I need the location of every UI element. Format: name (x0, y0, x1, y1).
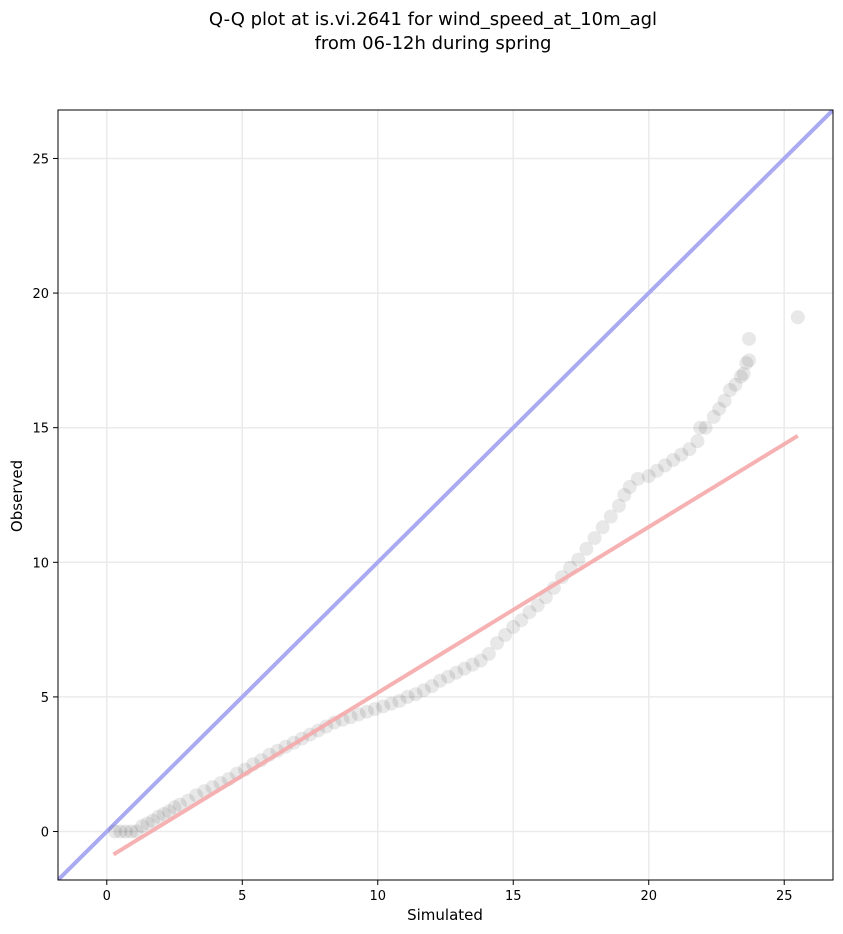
quantile-point (698, 420, 713, 435)
quantile-point (649, 463, 664, 478)
quantile-point (473, 653, 488, 668)
quantile-point (630, 471, 645, 486)
quantile-point (118, 824, 133, 839)
quantile-point (368, 702, 383, 717)
quantile-point (741, 353, 756, 368)
x-axis-label: Simulated (407, 906, 483, 924)
quantile-point (706, 409, 721, 424)
quantile-point (790, 310, 805, 325)
quantile-point (376, 699, 391, 714)
quantile-point (107, 824, 122, 839)
x-tick-label: 10 (369, 889, 386, 904)
axes-frame (57, 109, 834, 881)
y-tick-label: 25 (32, 152, 49, 167)
quantile-point (449, 665, 464, 680)
quantile-point (741, 331, 756, 346)
quantile-point (530, 598, 545, 613)
chart-title-line1: Q-Q plot at is.vi.2641 for wind_speed_at… (209, 9, 657, 30)
quantile-point (140, 816, 155, 831)
quantile-point (416, 683, 431, 698)
y-tick-label: 20 (32, 287, 49, 302)
x-tick-label: 20 (640, 889, 657, 904)
x-tick-label: 15 (505, 889, 522, 904)
quantile-point (622, 479, 637, 494)
quantile-point (441, 669, 456, 684)
y-axis-label: Observed (8, 460, 26, 532)
quantile-point (736, 366, 751, 381)
identity-line (58, 110, 833, 880)
quantile-point (465, 657, 480, 672)
quantile-point (424, 679, 439, 694)
quantile-point (400, 689, 415, 704)
quantile-point (579, 541, 594, 556)
quantile-point (167, 800, 182, 815)
plot-frame (57, 109, 834, 881)
quantile-point (457, 661, 472, 676)
quantile-point (712, 401, 727, 416)
quantile-point (172, 797, 187, 812)
y-tick-label: 0 (41, 826, 49, 841)
quantile-point (189, 788, 204, 803)
quantile-point (433, 673, 448, 688)
quantile-point (145, 813, 160, 828)
fit-line (112, 434, 799, 857)
quantile-point (693, 420, 708, 435)
y-tick-label: 10 (32, 556, 49, 571)
quantile-point (595, 520, 610, 535)
grid-lines (58, 110, 833, 880)
quantile-point (506, 619, 521, 634)
quantile-point (498, 628, 513, 642)
y-tick-label: 5 (41, 691, 49, 706)
plot-area (58, 110, 833, 880)
quantile-point (690, 434, 705, 449)
quantile-point (481, 646, 496, 661)
quantile-point (113, 824, 128, 839)
quantile-point (522, 605, 537, 620)
quantile-point (723, 383, 738, 397)
y-tick-label: 15 (32, 422, 49, 437)
quantile-point (181, 793, 196, 808)
x-tick-label: 0 (103, 889, 111, 904)
quantile-point (489, 636, 504, 651)
quantile-point (408, 687, 423, 702)
chart-title-line2: from 06-12h during spring (315, 33, 552, 54)
quantile-point (587, 531, 602, 546)
quantile-point (359, 704, 374, 719)
quantile-point (571, 552, 586, 567)
quantile-point (135, 819, 150, 834)
quantile-point (156, 807, 171, 822)
quantile-point (682, 442, 697, 457)
quantile-point (641, 469, 656, 484)
quantile-point (728, 377, 743, 392)
quantile-point (739, 356, 754, 371)
x-tick-label: 5 (238, 889, 246, 904)
quantile-point (617, 488, 632, 502)
quantile-point (674, 447, 689, 462)
quantile-point (611, 498, 626, 513)
quantile-point (124, 824, 139, 839)
quantile-point (717, 393, 732, 408)
quantile-point (351, 707, 366, 722)
quantile-point (129, 824, 144, 839)
quantile-point (657, 458, 672, 473)
quantile-point (162, 804, 177, 819)
quantile-point (514, 613, 529, 628)
quantile-point (733, 369, 748, 384)
x-tick-label: 25 (776, 889, 793, 904)
quantile-point (603, 509, 618, 524)
quantile-point (384, 696, 399, 711)
quantile-point (392, 693, 407, 708)
quantile-point (151, 809, 166, 824)
axis-ticks: 0 5 10 15 20 25 0 5 10 15 20 25 (32, 152, 792, 904)
quantile-point (666, 453, 681, 467)
